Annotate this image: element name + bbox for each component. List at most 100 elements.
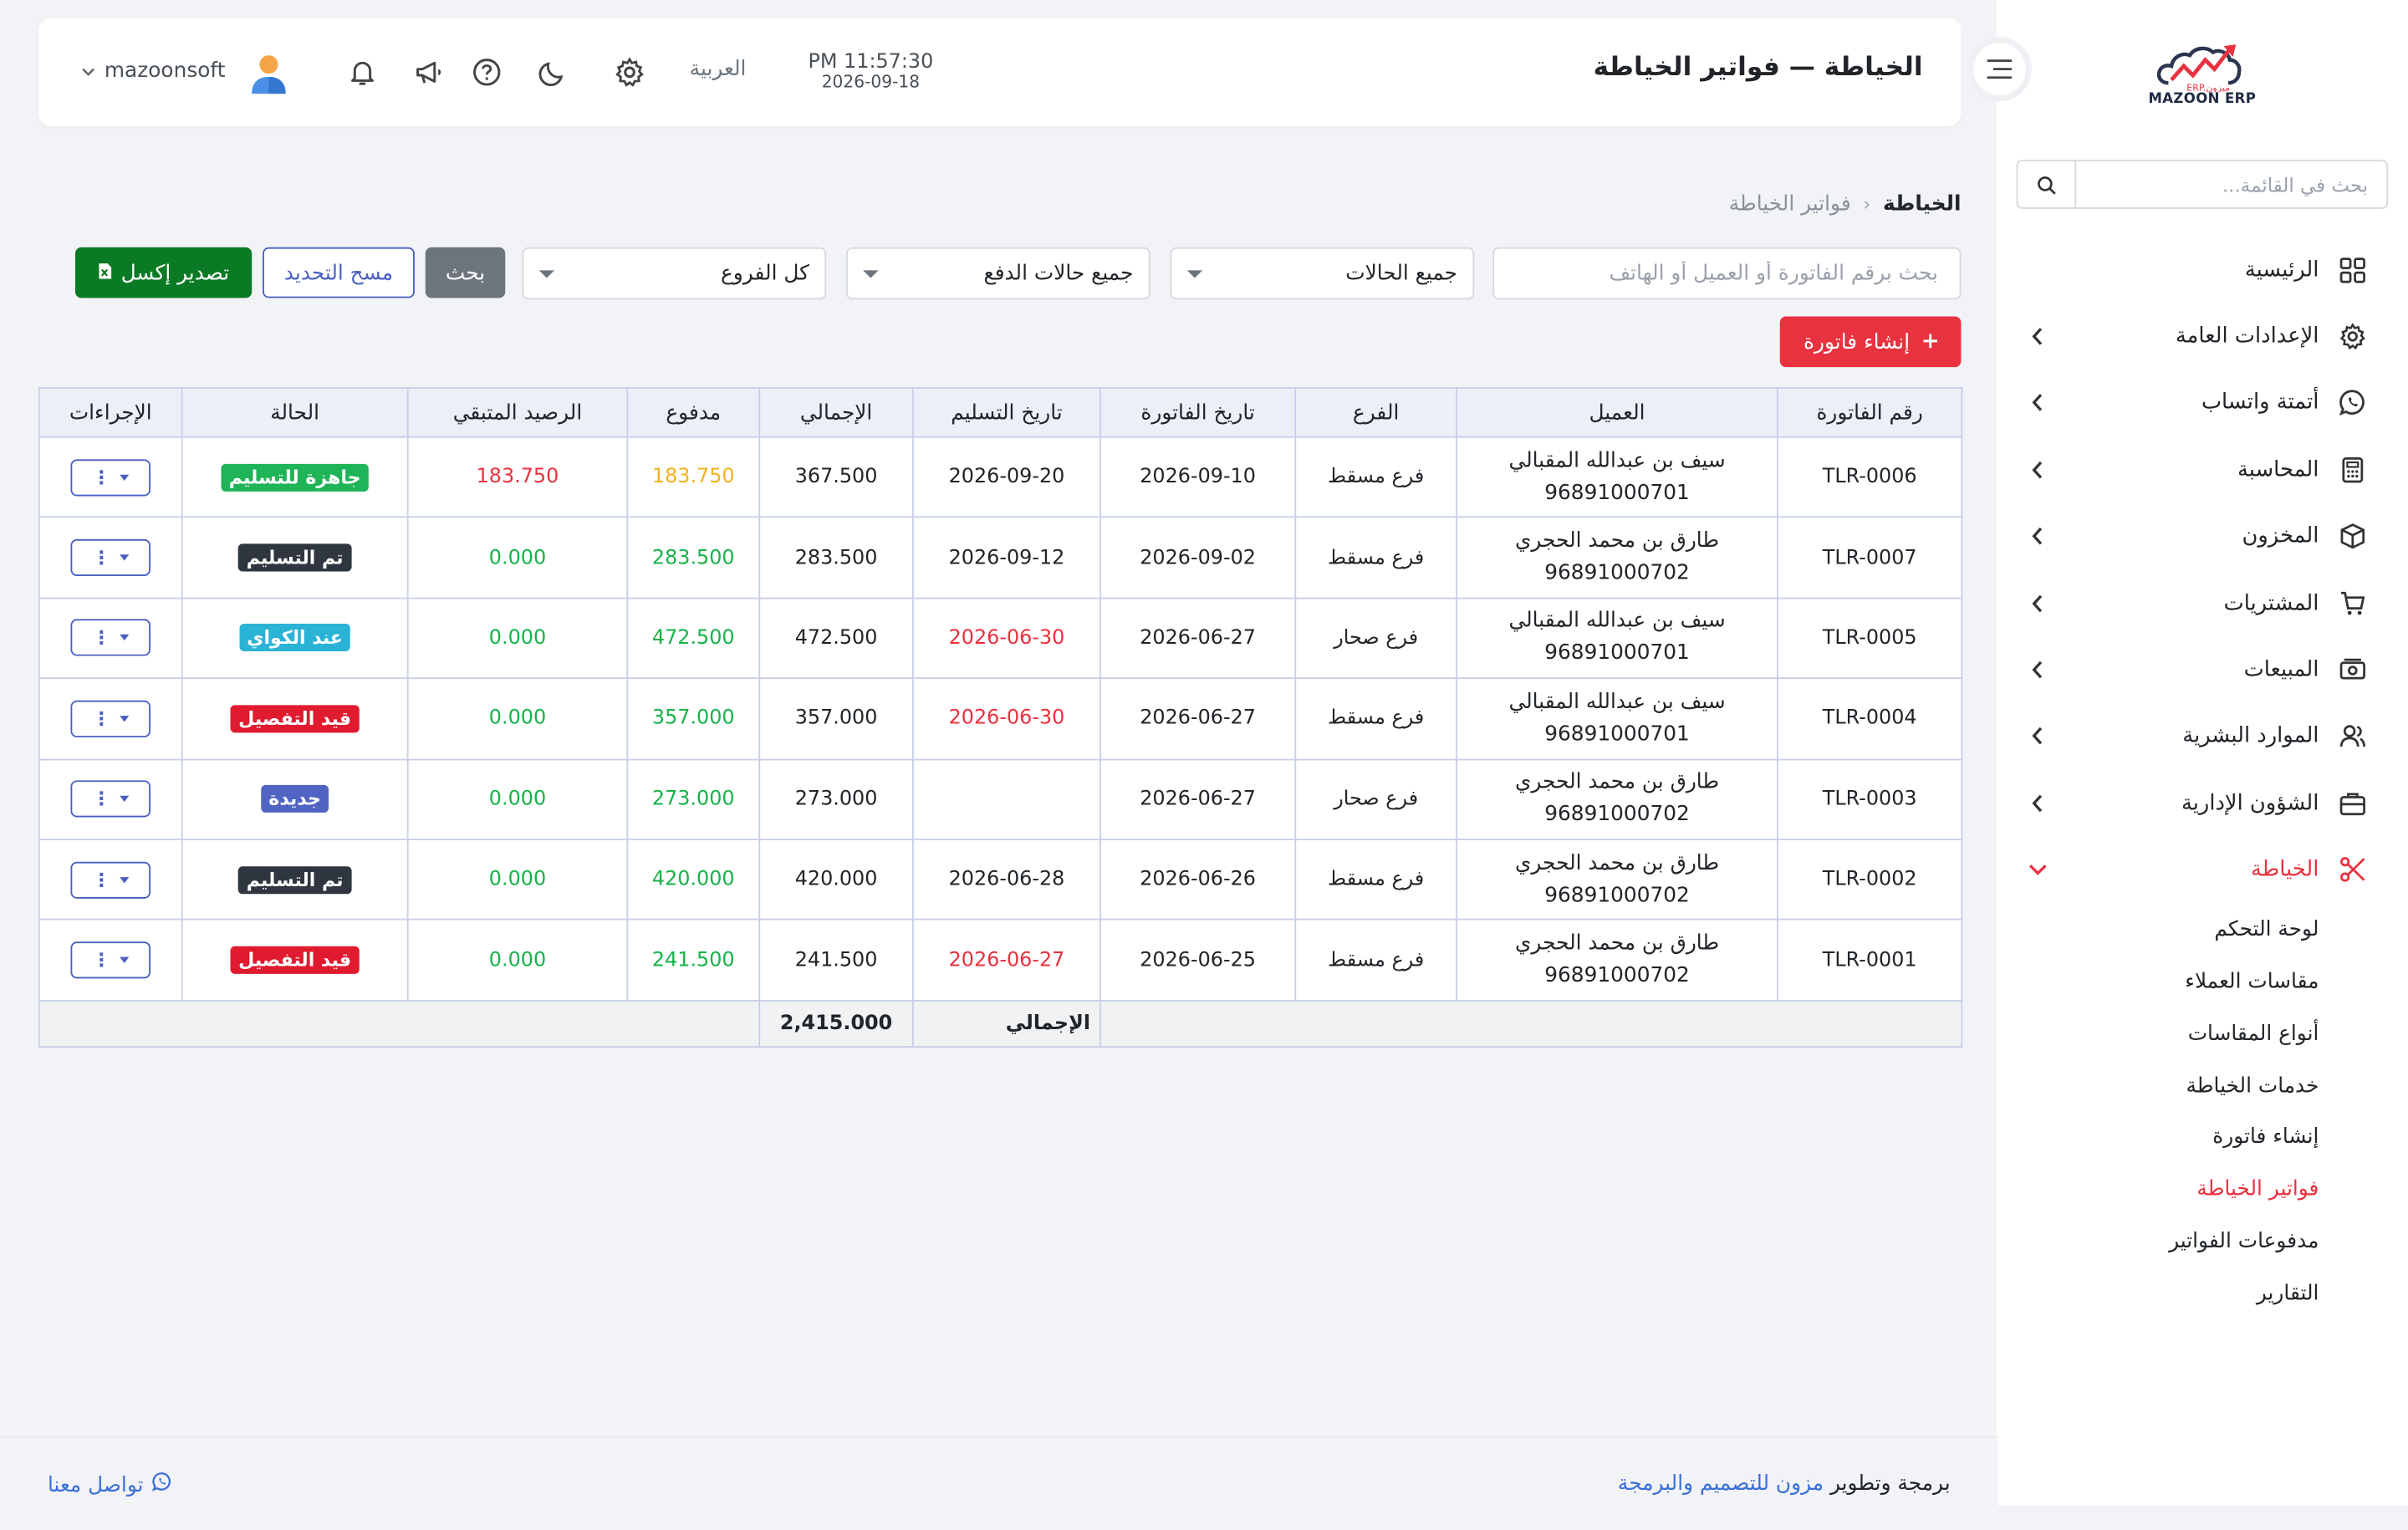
status-badge: تم التسليم <box>238 543 351 572</box>
contact-us-link[interactable]: تواصل معنا <box>48 1471 173 1497</box>
credit-company-link[interactable]: مزون للتصميم والبرمجة <box>1617 1471 1824 1497</box>
col-header-paid[interactable]: مدفوع <box>626 386 761 438</box>
logo-text: MAZOON ERP <box>2148 92 2257 108</box>
actions-cell: ⋮ <box>38 757 183 840</box>
row-actions-button[interactable]: ⋮ <box>70 861 150 899</box>
row-actions-button[interactable]: ⋮ <box>70 780 150 818</box>
sidebar-item-inventory[interactable]: المخزون <box>1997 503 2408 570</box>
sub-item-create-invoice[interactable]: إنشاء فاتورة <box>2212 1125 2319 1150</box>
invoice-number[interactable]: TLR-0006 <box>1777 436 1963 518</box>
col-header-invoice[interactable]: رقم الفاتورة <box>1777 386 1963 438</box>
sidebar-item-admin-affairs[interactable]: الشؤون الإدارية <box>1997 770 2408 837</box>
sidebar-item-whatsapp-automation[interactable]: أتمتة واتساب <box>1997 370 2408 436</box>
col-header-total[interactable]: الإجمالي <box>758 386 914 438</box>
language-switch[interactable]: العربية <box>689 56 747 82</box>
sub-item-measurement-types[interactable]: أنواع المقاسات <box>2187 1021 2319 1046</box>
paid-amount: 241.500 <box>626 919 761 1002</box>
sub-item-customer-measurements[interactable]: مقاسات العملاء <box>2185 968 2319 994</box>
row-actions-button[interactable]: ⋮ <box>70 700 150 737</box>
sidebar-item-human-resources[interactable]: الموارد البشرية <box>1997 703 2408 770</box>
invoice-number[interactable]: TLR-0007 <box>1777 517 1963 599</box>
table-row[interactable]: TLR-0007 طارق بن محمد الحجري 96891000702 فر… <box>38 517 1963 599</box>
status-select[interactable]: جميع الحالات <box>1170 247 1475 300</box>
row-actions-button[interactable]: ⋮ <box>70 539 150 577</box>
sidebar-item-label: الموارد البشرية <box>2182 724 2319 749</box>
customer-cell: طارق بن محمد الحجري 96891000702 <box>1456 919 1778 1002</box>
sidebar-item-home[interactable]: الرئيسية <box>1997 237 2408 303</box>
box-icon <box>2337 521 2368 552</box>
search-icon[interactable] <box>2018 161 2077 208</box>
row-actions-button[interactable]: ⋮ <box>70 620 150 657</box>
search-button[interactable]: بحث <box>425 247 506 298</box>
branch: فرع صحار <box>1294 757 1458 840</box>
customer-phone: 96891000701 <box>1544 722 1690 747</box>
sidebar-item-sales[interactable]: المبيعات <box>1997 636 2408 703</box>
briefcase-icon <box>2337 788 2368 819</box>
chevron-down-icon <box>2027 859 2048 880</box>
row-actions-button[interactable]: ⋮ <box>70 458 150 496</box>
actions-cell: ⋮ <box>38 919 183 1002</box>
brand-logo[interactable]: ERP.ميزون MAZOON ERP <box>2147 40 2258 111</box>
sub-item-invoice-payments[interactable]: مدفوعات الفواتير <box>2169 1229 2319 1254</box>
col-header-delivery-date[interactable]: تاريخ التسليم <box>911 386 1101 438</box>
menu-toggle-icon[interactable] <box>1967 37 2032 102</box>
table-row[interactable]: TLR-0001 طارق بن محمد الحجري 96891000702 فر… <box>38 919 1963 1002</box>
sub-item-tailoring-services[interactable]: خدمات الخياطة <box>2186 1073 2319 1098</box>
sidebar-search-input[interactable] <box>2076 161 2387 208</box>
sub-item-dashboard[interactable]: لوحة التحكم <box>2214 916 2319 941</box>
clear-filter-button[interactable]: مسح التحديد <box>263 247 415 298</box>
bell-icon[interactable] <box>344 54 380 90</box>
delivery-date: 2026-06-30 <box>911 597 1101 680</box>
col-header-customer[interactable]: العميل <box>1456 386 1778 438</box>
page-footer: برمجة وتطوير مزون للتصميم والبرمجة تواصل… <box>0 1436 1998 1530</box>
file-excel-icon <box>98 260 112 284</box>
sidebar-item-accounting[interactable]: المحاسبة <box>1997 436 2408 503</box>
col-header-balance[interactable]: الرصيد المتبقي <box>406 386 629 438</box>
table-row[interactable]: TLR-0002 طارق بن محمد الحجري 96891000702 فر… <box>38 839 1963 921</box>
customer-name: طارق بن محمد الحجري <box>1514 769 1720 795</box>
status-badge: تم التسليم <box>238 865 351 894</box>
invoice-number[interactable]: TLR-0005 <box>1777 597 1963 680</box>
status-cell: تم التسليم <box>181 517 409 599</box>
avatar[interactable] <box>249 52 289 94</box>
sidebar: ERP.ميزون MAZOON ERP الرئيسية الإعدادات <box>1996 0 2408 1506</box>
invoice-number[interactable]: TLR-0002 <box>1777 839 1963 921</box>
sidebar-item-tailoring[interactable]: الخياطة <box>1997 836 2408 903</box>
table-row[interactable]: TLR-0003 طارق بن محمد الحجري 96891000702 فر… <box>38 757 1963 840</box>
delivery-date <box>911 757 1101 840</box>
branch-select-value: كل الفروع <box>721 261 809 286</box>
table-row[interactable]: TLR-0005 سيف بن عبدالله المقبالي 968910007… <box>38 597 1963 680</box>
col-header-status[interactable]: الحالة <box>181 386 409 438</box>
kebab-icon: ⋮ <box>92 707 111 730</box>
branch-select[interactable]: كل الفروع <box>522 247 827 300</box>
sub-item-tailoring-invoices[interactable]: فواتير الخياطة <box>2196 1176 2319 1202</box>
invoice-number[interactable]: TLR-0001 <box>1777 919 1963 1002</box>
gear-icon[interactable] <box>611 54 648 90</box>
col-header-invoice-date[interactable]: تاريخ الفاتورة <box>1099 386 1297 438</box>
payment-status-select[interactable]: جميع حالات الدفع <box>846 247 1150 300</box>
delivery-date: 2026-06-28 <box>911 839 1101 921</box>
breadcrumb-root[interactable]: الخياطة <box>1882 191 1962 217</box>
invoice-search-input[interactable] <box>1492 247 1962 300</box>
user-menu[interactable]: mazoonsoft <box>81 59 225 83</box>
col-header-branch[interactable]: الفرع <box>1294 386 1458 438</box>
row-actions-button[interactable]: ⋮ <box>70 941 150 979</box>
create-invoice-button[interactable]: إنشاء فاتورة <box>1779 316 1962 368</box>
table-row[interactable]: TLR-0004 سيف بن عبدالله المقبالي 968910007… <box>38 677 1963 760</box>
help-icon[interactable] <box>468 54 505 90</box>
caret-down-icon <box>863 269 879 278</box>
sidebar-item-general-settings[interactable]: الإعدادات العامة <box>1997 303 2408 370</box>
moon-icon[interactable] <box>534 54 571 90</box>
sidebar-item-label: الخياطة <box>2250 857 2319 882</box>
footer-total-label: الإجمالي <box>911 999 1101 1048</box>
create-invoice-label: إنشاء فاتورة <box>1803 329 1911 354</box>
export-excel-button[interactable]: تصدير إكسل <box>74 247 253 298</box>
invoice-number[interactable]: TLR-0003 <box>1777 757 1963 840</box>
invoice-number[interactable]: TLR-0004 <box>1777 677 1963 760</box>
sub-item-reports[interactable]: التقارير <box>2256 1281 2319 1306</box>
sidebar-item-purchases[interactable]: المشتريات <box>1997 570 2408 637</box>
table-row[interactable]: TLR-0006 سيف بن عبدالله المقبالي 968910007… <box>38 436 1963 518</box>
customer-cell: طارق بن محمد الحجري 96891000702 <box>1456 839 1778 921</box>
megaphone-icon[interactable] <box>410 54 446 90</box>
customer-name: طارق بن محمد الحجري <box>1514 528 1720 553</box>
